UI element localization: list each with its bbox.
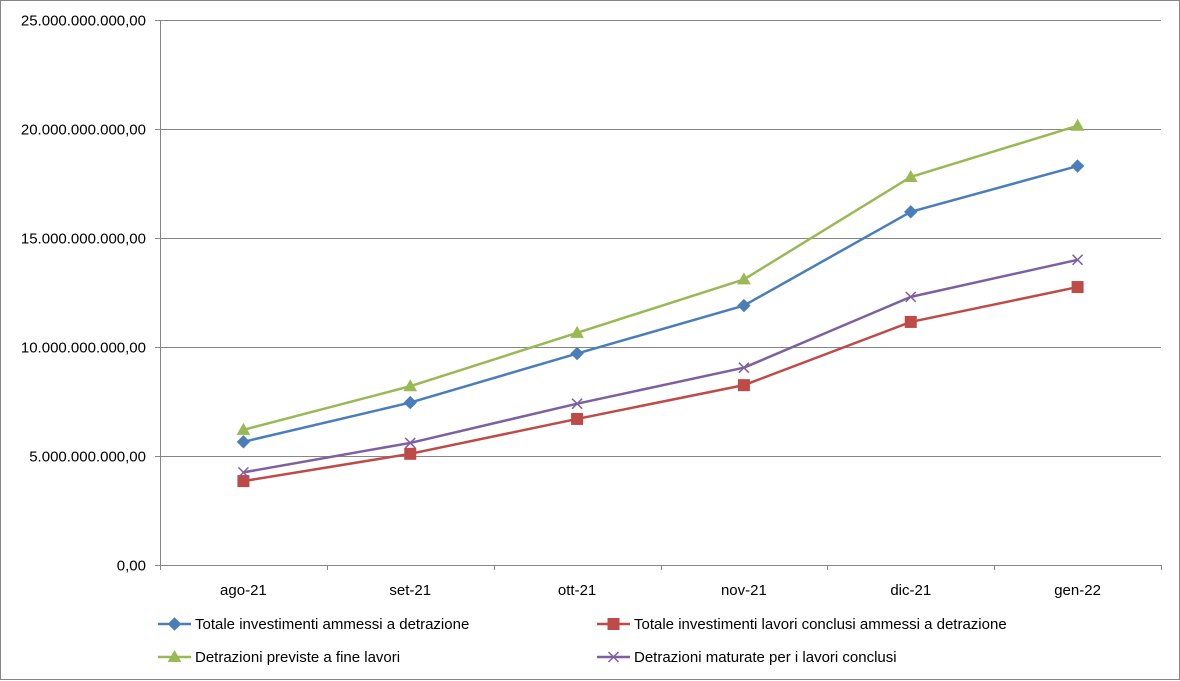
axes: 0,00 5.000.000.000,00 10.000.000.000,00 15.… [21,13,1162,599]
legend-item-1: Totale investimenti ammessi a detrazione [158,616,469,633]
series-layer [236,118,1085,488]
data-point-triangle [737,272,751,285]
series-line [243,124,1078,432]
legend-label: Detrazioni previste a fine lavori [195,649,400,666]
data-point-diamond [904,205,918,219]
series-1 [236,159,1085,449]
data-point-x [738,362,750,374]
data-point-diamond [737,298,751,313]
data-point-x [571,398,583,410]
series-line [243,285,1078,483]
series-line [243,258,1078,474]
data-point-square [737,379,750,392]
y-tick-label: 25.000.000.000,00 [21,13,146,30]
legend-label: Detrazioni maturate per i lavori conclus… [634,649,897,666]
data-point-x [607,651,620,663]
x-tick-label: dic-21 [890,582,931,599]
legend-label: Totale investimenti ammessi a detrazione [195,616,469,633]
legend: Totale investimenti ammessi a detrazione… [158,616,1007,666]
data-point-diamond [403,395,417,410]
y-tick-label: 20.000.000.000,00 [21,122,146,139]
y-tick-label: 0,00 [117,558,146,575]
series-3 [236,118,1085,435]
data-point-diamond [167,617,182,631]
data-point-square [1071,281,1084,294]
data-point-square [571,412,584,425]
legend-item-2: Totale investimenti lavori conclusi amme… [597,616,1007,633]
data-point-square [904,315,917,328]
data-point-triangle [903,169,918,182]
series-4 [237,254,1084,478]
x-tick-label: ago-21 [220,582,267,599]
data-point-x [404,437,416,449]
data-point-triangle [570,325,584,338]
data-point-diamond [1070,159,1085,173]
data-point-triangle [167,649,182,662]
x-tick-label: set-21 [389,582,431,599]
data-point-x [237,466,249,478]
series-line [243,164,1078,444]
y-tick-label: 5.000.000.000,00 [29,449,146,466]
y-tick-label: 10.000.000.000,00 [21,340,146,357]
x-tick-label: nov-21 [721,582,767,599]
data-point-x [1072,254,1084,266]
data-point-triangle [1070,118,1085,131]
data-point-triangle [236,422,251,435]
data-point-triangle [403,379,418,392]
y-tick-label: 15.000.000.000,00 [21,231,146,248]
data-point-square [237,475,250,488]
data-point-square [607,618,620,630]
x-tick-label: ott-21 [558,582,596,599]
data-point-diamond [570,346,584,361]
legend-item-3: Detrazioni previste a fine lavori [158,649,400,666]
data-point-square [404,447,417,460]
legend-label: Totale investimenti lavori conclusi amme… [634,616,1007,633]
data-point-diamond [236,435,251,449]
legend-item-4: Detrazioni maturate per i lavori conclus… [597,649,897,666]
series-2 [237,281,1084,488]
data-point-x [905,291,917,303]
x-tick-label: gen-22 [1054,582,1101,599]
gridlines [160,20,1161,566]
